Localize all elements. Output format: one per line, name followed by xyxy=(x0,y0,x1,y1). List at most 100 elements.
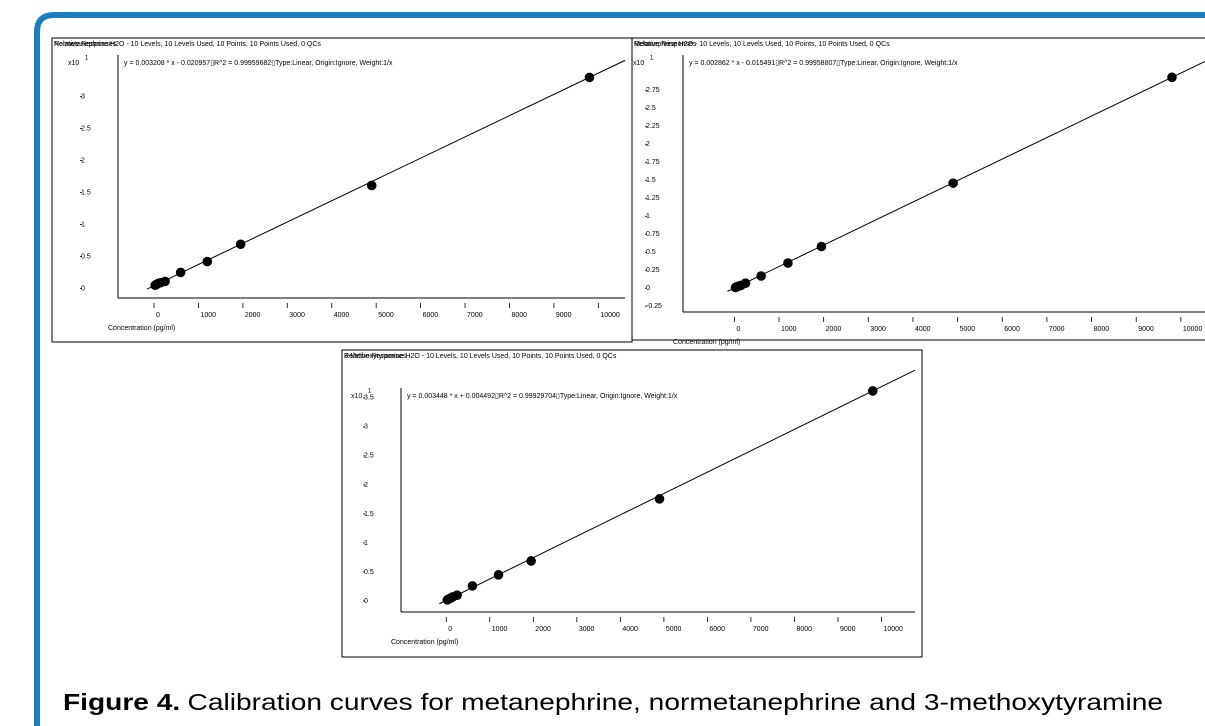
x-tick-label: 8000 xyxy=(1094,326,1110,333)
x-tick-label: 5000 xyxy=(378,312,394,319)
x-tick-label: 8000 xyxy=(796,626,812,633)
y-tick-label: 0.5 xyxy=(81,253,91,260)
chart-panel: Normetanephrine H2O - 10 Levels, 10 Leve… xyxy=(51,37,633,343)
x-tick-label: 7000 xyxy=(753,626,769,633)
data-point xyxy=(467,581,478,591)
x-tick-label: 0 xyxy=(156,312,160,319)
y-tick-label: 0 xyxy=(364,598,368,605)
fit-line xyxy=(146,59,626,290)
y-scale-exponent: 1 xyxy=(368,389,372,395)
y-tick-label: 2.5 xyxy=(646,105,656,112)
equation: y = 0.002862 * x - 0.015491▯R^2 = 0.9995… xyxy=(689,60,958,67)
y-tick-label: 1.5 xyxy=(364,511,374,518)
y-axis-label: Relative Responses xyxy=(634,41,697,48)
y-axis-label: Relative Responses xyxy=(344,353,407,360)
y-tick-label: 0.25 xyxy=(646,267,660,274)
panel-border xyxy=(51,37,633,343)
x-tick-label: 6000 xyxy=(1004,326,1020,333)
y-tick-label: 2 xyxy=(364,482,368,489)
x-tick-label: 10000 xyxy=(600,312,620,319)
x-tick-label: 3000 xyxy=(289,312,305,319)
x-tick-label: 9000 xyxy=(1138,326,1154,333)
x-axis-label: Concentration (pg/ml) xyxy=(391,639,458,646)
chart-panel: Metanephrine H2O - 10 Levels, 10 Levels … xyxy=(631,37,1205,346)
data-point xyxy=(756,271,766,281)
y-tick-label: 2.25 xyxy=(646,123,660,130)
y-tick-label: 0.75 xyxy=(646,231,660,238)
chart-title: 3-Methoxytyramine H2O - 10 Levels, 10 Le… xyxy=(344,353,617,360)
x-axis-label: Concentration (pg/ml) xyxy=(108,325,175,332)
x-tick-label: 9000 xyxy=(840,626,856,633)
fit-line xyxy=(439,369,916,605)
y-tick-label: 0 xyxy=(646,285,650,292)
data-point xyxy=(783,258,793,268)
x-tick-label: 5000 xyxy=(666,626,682,633)
y-tick-label: 1.25 xyxy=(646,195,660,202)
y-tick-label: 3.5 xyxy=(364,395,374,402)
x-tick-label: 7000 xyxy=(1049,326,1065,333)
x-tick-label: 8000 xyxy=(511,312,527,319)
y-tick-label: 2.5 xyxy=(81,125,91,132)
y-tick-label: 3 xyxy=(364,424,368,431)
chart-title: Metanephrine H2O - 10 Levels, 10 Levels … xyxy=(634,41,890,48)
data-point xyxy=(948,178,958,188)
x-axis-label: Concentration (pg/ml) xyxy=(673,339,740,346)
data-point xyxy=(493,570,504,580)
data-point xyxy=(452,590,462,600)
panel-border xyxy=(631,37,1205,341)
caption-text: Calibration curves for metanephrine, nor… xyxy=(188,689,1163,715)
y-scale-exponent: 1 xyxy=(85,56,89,62)
data-point xyxy=(235,239,246,250)
y-scale-label: x10 xyxy=(68,60,79,67)
x-tick-label: 6000 xyxy=(423,312,439,319)
data-point xyxy=(867,386,878,396)
y-tick-label: 1.5 xyxy=(646,177,656,184)
x-tick-label: 0 xyxy=(448,626,452,633)
panel-border xyxy=(341,349,923,658)
y-axis-label: Relative Responses xyxy=(54,41,117,48)
y-tick-label: 1 xyxy=(364,540,368,547)
data-point xyxy=(740,278,751,289)
x-tick-label: 3000 xyxy=(870,326,886,333)
y-tick-label: 1.5 xyxy=(81,189,91,196)
x-tick-label: 10000 xyxy=(1183,326,1203,333)
data-point xyxy=(160,276,170,287)
x-tick-label: 4000 xyxy=(915,326,931,333)
data-point xyxy=(1167,72,1177,83)
chart-title: Normetanephrine H2O - 10 Levels, 10 Leve… xyxy=(54,41,321,48)
y-scale-exponent: 1 xyxy=(650,56,654,62)
y-tick-label: 2.75 xyxy=(646,87,660,94)
caption: Figure 4. Calibration curves for metaneph… xyxy=(63,689,1163,715)
data-point xyxy=(654,494,665,504)
x-tick-label: 7000 xyxy=(467,312,483,319)
equation: y = 0.003208 * x - 0.020957▯R^2 = 0.9995… xyxy=(124,60,393,67)
caption-label: Figure 4. xyxy=(63,689,180,715)
x-tick-label: 6000 xyxy=(709,626,725,633)
x-tick-label: 4000 xyxy=(622,626,638,633)
fit-line xyxy=(727,60,1205,292)
y-tick-label: 2 xyxy=(646,141,650,148)
y-tick-label: 0 xyxy=(81,285,85,292)
x-tick-label: 5000 xyxy=(960,326,976,333)
y-tick-label: 1.75 xyxy=(646,159,660,166)
y-scale-label: x10 xyxy=(351,393,362,400)
x-tick-label: 2000 xyxy=(535,626,551,633)
y-tick-label: 2.5 xyxy=(364,453,374,460)
equation: y = 0.003448 * x + 0.004492▯R^2 = 0.9992… xyxy=(407,393,678,400)
x-tick-label: 2000 xyxy=(826,326,842,333)
x-tick-label: 1000 xyxy=(781,326,797,333)
data-point xyxy=(584,72,595,83)
data-point xyxy=(366,180,377,191)
y-tick-label: 3 xyxy=(81,93,85,100)
x-tick-label: 10000 xyxy=(883,626,903,633)
x-tick-label: 2000 xyxy=(245,312,261,319)
chart-panel: 3-Methoxytyramine H2O - 10 Levels, 10 Le… xyxy=(341,349,923,658)
data-point xyxy=(816,241,827,252)
x-tick-label: 0 xyxy=(736,326,740,333)
x-tick-label: 4000 xyxy=(334,312,350,319)
y-tick-label: 1 xyxy=(646,213,650,220)
data-point xyxy=(526,556,536,566)
data-point xyxy=(175,267,186,278)
y-tick-label: 2 xyxy=(81,157,85,164)
y-scale-label: x10 xyxy=(633,60,644,67)
